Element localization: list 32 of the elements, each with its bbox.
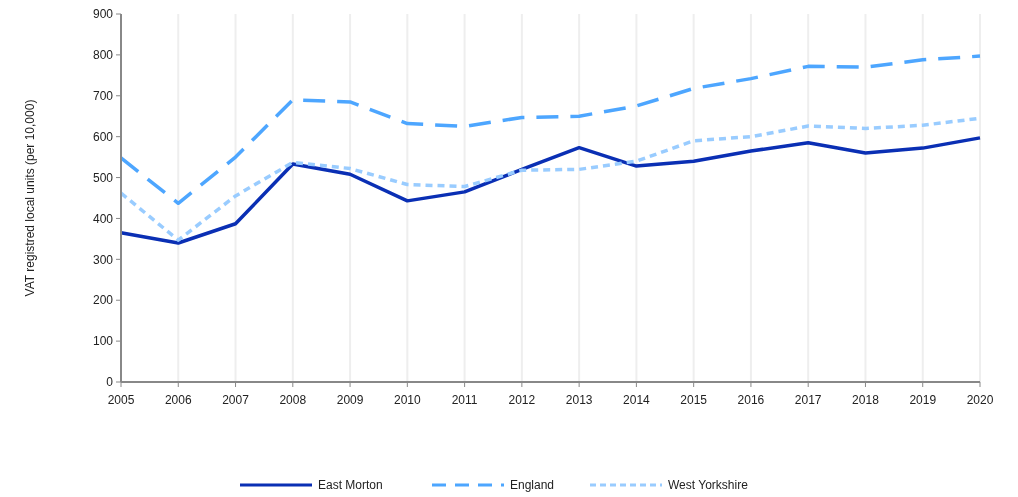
x-tick-label: 2008: [279, 393, 307, 407]
line-series: [119, 136, 982, 245]
legend-label: England: [510, 478, 555, 493]
line-series: [119, 54, 982, 206]
x-tick-label: 2017: [794, 393, 822, 407]
y-tick-label: 400: [92, 211, 114, 226]
legend-label: East Morton: [318, 478, 383, 493]
y-tick-label: 200: [92, 293, 114, 308]
x-tick-label: 2009: [336, 393, 364, 407]
x-tick-label: 2020: [966, 393, 994, 407]
x-tick-label: 2011: [451, 393, 478, 407]
x-tick-label: 2006: [164, 393, 192, 407]
y-tick-label: 800: [92, 48, 114, 63]
y-tick-label: 500: [92, 170, 114, 185]
x-tick-label: 2013: [565, 393, 593, 407]
y-tick-label: 300: [92, 252, 114, 267]
y-axis-title: VAT registred local units (per 10,000): [23, 99, 37, 297]
x-tick-label: 2016: [737, 393, 765, 407]
y-tick-label: 100: [92, 334, 114, 349]
y-tick-label: 600: [92, 129, 114, 144]
x-tick-label: 2019: [909, 393, 937, 407]
x-tick-label: 2015: [680, 393, 708, 407]
legend-label: West Yorkshire: [668, 478, 749, 493]
y-tick-label: 0: [106, 375, 114, 390]
x-tick-label: 2005: [107, 393, 135, 407]
y-tick-label: 700: [92, 88, 114, 103]
x-tick-label: 2007: [222, 393, 250, 407]
y-tick-label: 900: [92, 7, 114, 22]
x-tick-label: 2012: [508, 393, 536, 407]
x-tick-label: 2018: [852, 393, 880, 407]
x-tick-label: 2010: [393, 393, 421, 407]
x-tick-label: 2014: [623, 393, 651, 407]
